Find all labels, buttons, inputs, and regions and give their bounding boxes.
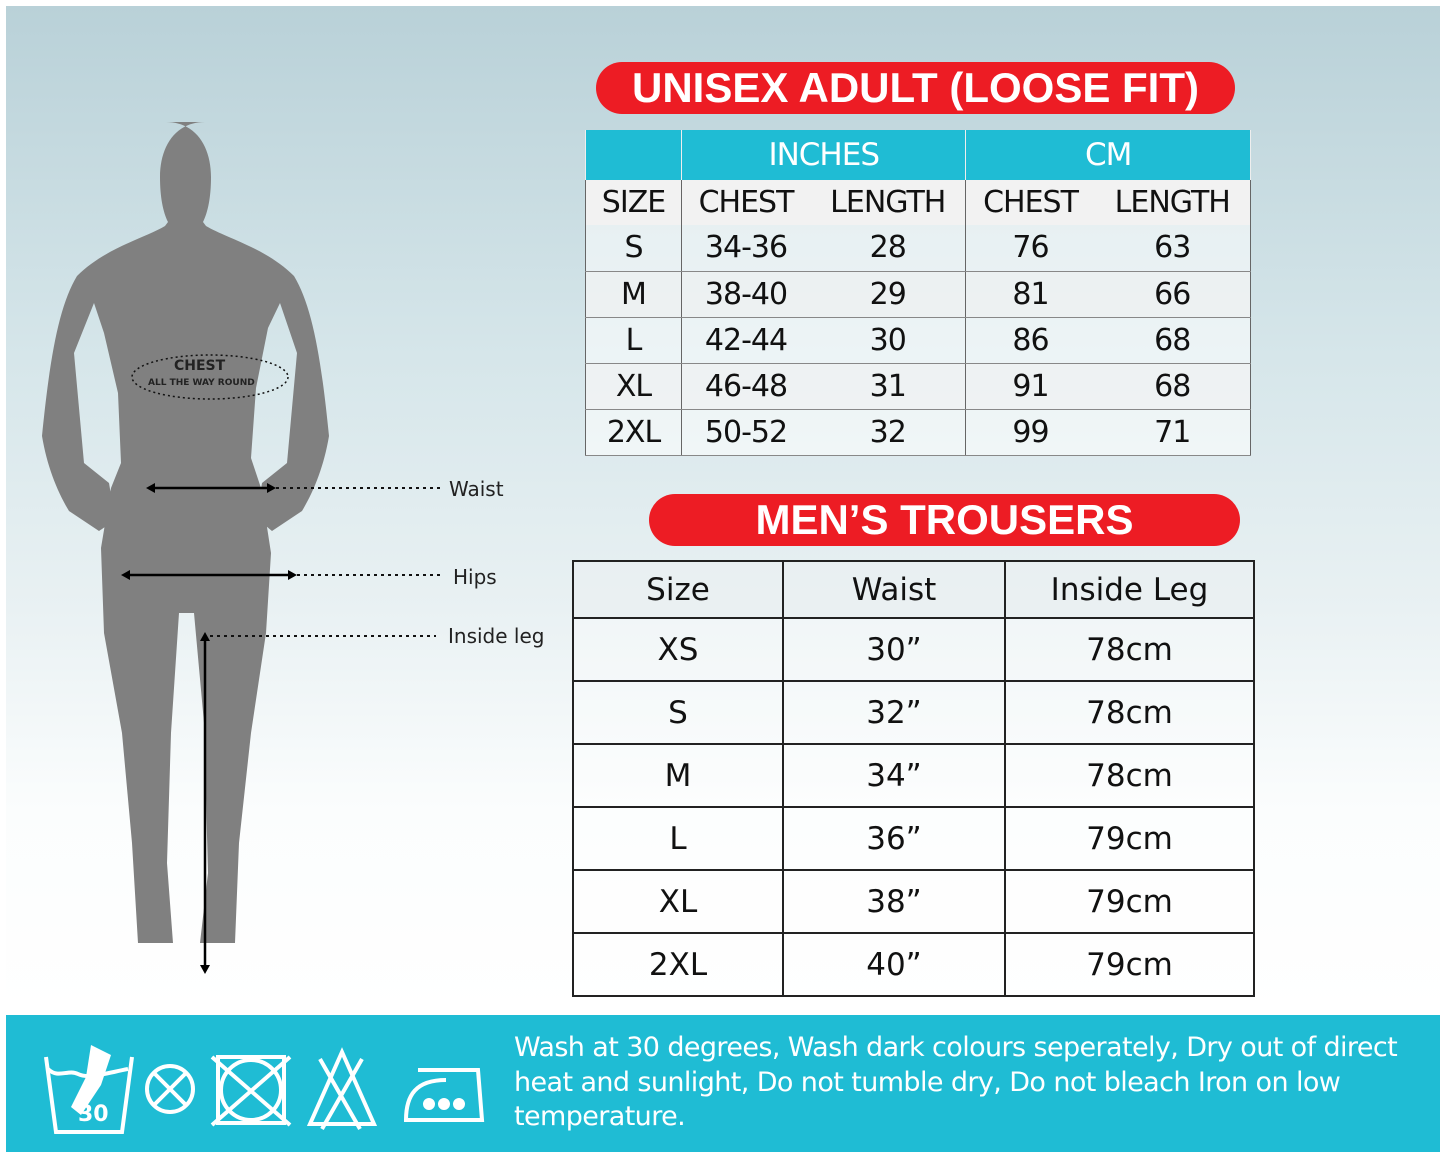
table-cell: S xyxy=(572,680,784,745)
chest-sublabel: ALL THE WAY ROUND xyxy=(148,378,255,388)
table-cell: M xyxy=(585,271,682,318)
table-cell: 2XL xyxy=(585,409,682,456)
table-cell: 91 xyxy=(965,363,1095,410)
trousers-title: MEN’S TROUSERS xyxy=(649,494,1240,546)
table-cell: 38-40 xyxy=(681,271,811,318)
hips-label: Hips xyxy=(453,565,497,589)
table-cell: 42-44 xyxy=(681,317,811,364)
table-cell: 66 xyxy=(1094,271,1251,318)
table-row: L 42-44 30 86 68 xyxy=(585,317,1251,364)
col-size: Size xyxy=(572,560,784,619)
table-cell: 34-36 xyxy=(681,225,811,272)
table-cell: 40” xyxy=(782,932,1006,997)
col-length-cm: LENGTH xyxy=(1094,180,1251,225)
svg-text:30: 30 xyxy=(78,1102,109,1127)
table-row: XL 38” 79cm xyxy=(572,869,1255,934)
waist-label: Waist xyxy=(449,477,504,501)
table-cell: 63 xyxy=(1094,225,1251,272)
care-text: Wash at 30 degrees, Wash dark colours se… xyxy=(514,1032,1398,1132)
table-cell: 2XL xyxy=(572,932,784,997)
table-row: 2XL 40” 79cm xyxy=(572,932,1255,997)
col-chest-cm: CHEST xyxy=(965,180,1095,225)
table-cell: 28 xyxy=(810,225,966,272)
table-row: XL 46-48 31 91 68 xyxy=(585,363,1251,410)
col-chest-in: CHEST xyxy=(681,180,811,225)
group-inches: INCHES xyxy=(680,130,967,180)
col-size: SIZE xyxy=(585,180,682,225)
table-cell: 29 xyxy=(810,271,966,318)
table-cell: S xyxy=(585,225,682,272)
table-cell: 31 xyxy=(810,363,966,410)
table-cell: 50-52 xyxy=(681,409,811,456)
care-instructions-bar: 30 Wash at 30 degrees, Wash dark colours… xyxy=(6,1015,1440,1152)
table-cell: 32 xyxy=(810,409,966,456)
table-cell: 99 xyxy=(965,409,1095,456)
table-cell: 78cm xyxy=(1004,617,1255,682)
group-cm: CM xyxy=(965,130,1251,180)
table-cell: 30 xyxy=(810,317,966,364)
hand-wash-30-icon: 30 xyxy=(44,1045,134,1134)
table-row: 2XL 50-52 32 99 71 xyxy=(585,409,1251,456)
table-cell: 36” xyxy=(782,806,1006,871)
table-cell: 34” xyxy=(782,743,1006,808)
table-cell: XL xyxy=(585,363,682,410)
table-row: L 36” 79cm xyxy=(572,806,1255,871)
table-cell: 81 xyxy=(965,271,1095,318)
unisex-title: UNISEX ADULT (LOOSE FIT) xyxy=(596,62,1235,114)
table-cell: 71 xyxy=(1094,409,1251,456)
col-inside-leg: Inside Leg xyxy=(1004,560,1255,619)
inside-leg-label: Inside leg xyxy=(448,624,545,648)
table-cell: 32” xyxy=(782,680,1006,745)
table-cell: XS xyxy=(572,617,784,682)
care-icons: 30 xyxy=(44,1045,485,1134)
col-waist: Waist xyxy=(782,560,1006,619)
trousers-size-table: Size Waist Inside Leg XS 30” 78cm S 32” 78cm M 34… xyxy=(572,560,1255,997)
table-cell: M xyxy=(572,743,784,808)
table-row: S 34-36 28 76 63 xyxy=(585,225,1251,272)
table-cell: 76 xyxy=(965,225,1095,272)
table-cell: 86 xyxy=(965,317,1095,364)
do-not-tumble-dry-icon xyxy=(210,1055,292,1127)
col-length-in: LENGTH xyxy=(810,180,966,225)
table-row: S 32” 78cm xyxy=(572,680,1255,745)
table-cell: 78cm xyxy=(1004,743,1255,808)
table-cell: 68 xyxy=(1094,363,1251,410)
unisex-size-table: INCHES CM SIZE CHEST LENGTH CHEST LENGTH S 34-… xyxy=(585,130,1251,456)
table-cell: 79cm xyxy=(1004,932,1255,997)
do-not-bleach-icon xyxy=(306,1047,378,1130)
table-cell: 30” xyxy=(782,617,1006,682)
table-cell: 79cm xyxy=(1004,869,1255,934)
table-row: XS 30” 78cm xyxy=(572,617,1255,682)
iron-low-icon xyxy=(403,1068,485,1122)
table-row: M 38-40 29 81 66 xyxy=(585,271,1251,318)
table-cell: 38” xyxy=(782,869,1006,934)
table-cell: L xyxy=(585,317,682,364)
table-cell: L xyxy=(572,806,784,871)
header-empty xyxy=(585,130,682,180)
body-silhouette xyxy=(42,122,442,974)
table-row: M 34” 78cm xyxy=(572,743,1255,808)
table-cell: 78cm xyxy=(1004,680,1255,745)
table-cell: 46-48 xyxy=(681,363,811,410)
table-cell: 79cm xyxy=(1004,806,1255,871)
table-cell: XL xyxy=(572,869,784,934)
do-not-dry-clean-icon xyxy=(145,1064,195,1114)
chest-label: CHEST xyxy=(174,358,226,374)
table-cell: 68 xyxy=(1094,317,1251,364)
